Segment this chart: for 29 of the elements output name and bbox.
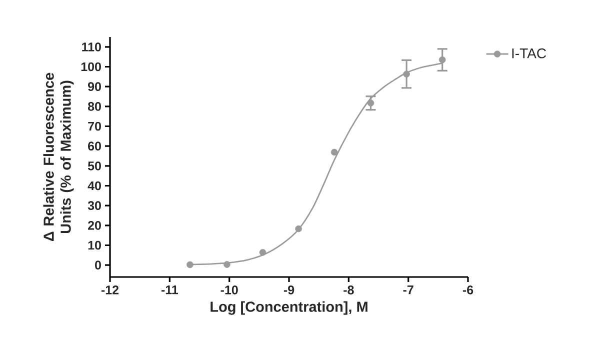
x-tick-label: -9 bbox=[284, 286, 294, 294]
y-tick-label: 110 bbox=[82, 42, 101, 52]
legend-label: I-TAC bbox=[512, 48, 546, 58]
y-tick-label: 70 bbox=[88, 122, 101, 131]
x-tick-label: -10 bbox=[220, 286, 238, 294]
point bbox=[259, 248, 266, 256]
x-tick-label: -8 bbox=[344, 286, 354, 294]
y-tick-label: 40 bbox=[88, 181, 101, 190]
x-tick-label: -12 bbox=[101, 286, 119, 294]
point bbox=[224, 261, 230, 268]
x-tick-label: -11 bbox=[161, 286, 178, 294]
y-tick-label: 30 bbox=[88, 201, 101, 210]
y-tick-label: 0 bbox=[95, 260, 101, 270]
x-tick-label: -7 bbox=[403, 286, 414, 294]
y-tick-label: 80 bbox=[88, 102, 101, 111]
y-axis-title: Δ Relative Fluorescence Units (% of Maximum) bbox=[43, 72, 74, 241]
point bbox=[186, 261, 194, 268]
y-tick-label: 20 bbox=[88, 221, 101, 230]
y-tick-label: 10 bbox=[88, 240, 101, 250]
x-tick-label: -6 bbox=[462, 286, 474, 294]
y-tick-label: 100 bbox=[81, 62, 101, 72]
point bbox=[330, 148, 338, 156]
point bbox=[438, 56, 446, 64]
x-axis-title: Log [Concentration], M bbox=[210, 301, 368, 315]
point bbox=[403, 70, 410, 78]
y-tick-label: 90 bbox=[88, 82, 101, 92]
y-tick-label: 50 bbox=[88, 162, 101, 170]
y-tick-label: 60 bbox=[88, 142, 101, 151]
point bbox=[295, 225, 302, 232]
